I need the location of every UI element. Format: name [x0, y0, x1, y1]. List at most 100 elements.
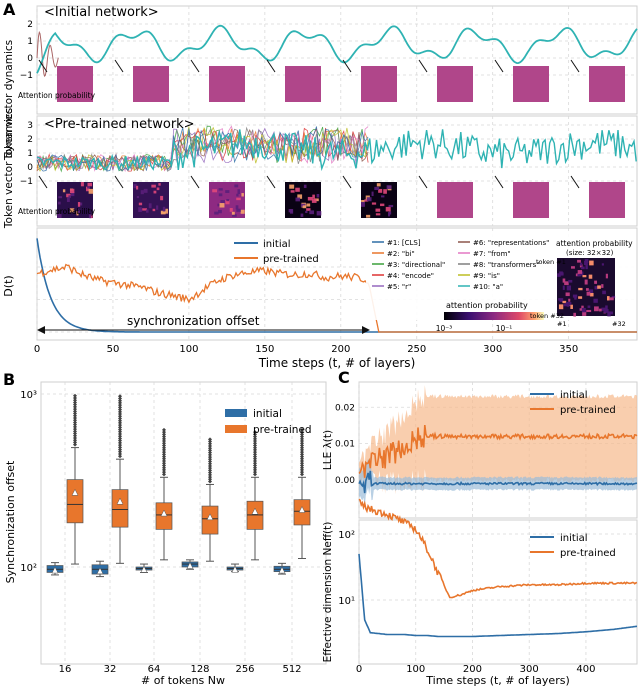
inset-heatmap: [557, 258, 616, 317]
box-pretrained-2-outlier: [162, 441, 166, 446]
panel-letter-c: C: [338, 368, 350, 387]
box-pretrained-5-outlier: [300, 443, 304, 448]
top-attn-arrow-5: [418, 59, 428, 73]
inset-cell-26: [565, 292, 570, 297]
box-pretrained-2-outlier: [162, 463, 166, 468]
mid-attn-cell-4-20: [383, 189, 387, 194]
c-xtick-0: 0: [356, 664, 362, 675]
mid-attn-cell-3-8: [295, 187, 300, 192]
mid-attn-cell-4-16: [386, 185, 392, 190]
inset-cell-36: [580, 262, 583, 266]
box-pretrained-3-outlier: [208, 461, 212, 466]
inset-cell-50: [573, 312, 577, 317]
top-ytick-2: 0: [27, 54, 33, 64]
box-pretrained-3-outlier: [208, 479, 212, 484]
box-pretrained-2-outlier: [162, 461, 166, 466]
mid-attn-cell-1-19: [143, 188, 148, 193]
box-pretrained-0-outlier: [73, 440, 77, 445]
box-pretrained-3-outlier: [208, 443, 212, 448]
mid-attn-cell-3-4: [295, 197, 300, 202]
box-xtick-4: 256: [235, 664, 254, 675]
dt-legend-pretrained: pre-trained: [263, 254, 319, 265]
token-legend-label-2: #3: "directional": [387, 261, 445, 269]
sync-arrow-left-head: [37, 326, 45, 334]
mid-attn-cell-3-2: [312, 194, 315, 199]
inset-cell-20: [601, 284, 604, 288]
box-pretrained-1-outlier: [118, 405, 122, 410]
box-pretrained-2-outlier: [162, 465, 166, 470]
inset-cell-11: [564, 281, 569, 286]
inset-cell-5: [570, 304, 573, 309]
inset-x32: #32: [612, 320, 626, 328]
box-pretrained-4-outlier: [253, 450, 257, 455]
inset-cell-0: [586, 309, 592, 313]
box-pretrained-1-outlier: [118, 423, 122, 428]
mid-attn-cell-0-12: [69, 188, 75, 194]
mid-attn-cell-3-7: [306, 208, 311, 211]
box-pretrained-0-mean: [71, 488, 79, 496]
dt-xticks: 0 50 100 150 200 250 300 350: [34, 344, 578, 355]
inset-cell-68: [582, 275, 587, 278]
mid-attn-cell-1-17: [145, 209, 149, 213]
token-legend-label-6: #7: "from": [473, 250, 511, 258]
box-xlabel: # of tokens Nw: [141, 674, 225, 687]
box-pretrained-4-outlier: [253, 445, 257, 450]
inset-cell-67: [609, 297, 614, 301]
box-pretrained-4-outlier: [253, 467, 257, 472]
mid-attn-square-6: [513, 182, 549, 218]
box-pretrained-5-outlier: [300, 436, 304, 441]
top-attention-squares: [38, 59, 625, 102]
inset-cell-69: [568, 279, 573, 283]
inset-cell-52: [585, 288, 589, 291]
colorbar: [444, 312, 544, 320]
lle-pretrained-band: [359, 385, 637, 495]
box-pretrained-4-outlier: [253, 443, 257, 448]
box-pretrained-4-mean: [251, 507, 259, 515]
box-pretrained-4-outlier: [253, 430, 257, 435]
c-xlabel: Time steps (t, # of layers): [425, 674, 569, 687]
box-ylabel: Synchronization offset: [4, 460, 17, 583]
top-attn-square-6: [513, 66, 549, 102]
box-pretrained-3-mean: [206, 513, 214, 521]
inset-cell-47: [584, 279, 588, 285]
box-pretrained-4-outlier: [253, 432, 257, 437]
sync-arrow-right-head: [362, 326, 370, 334]
c-xtick-3: 300: [520, 664, 539, 675]
neff-ytick-1: 10¹: [338, 596, 355, 607]
inset-cell-46: [605, 273, 608, 279]
mid-attn-cell-0-7: [58, 196, 63, 199]
top-attn-arrow-4: [342, 59, 352, 73]
box-pretrained-1-outlier: [118, 407, 122, 412]
box-pretrained-5-outlier: [300, 441, 304, 446]
box-pretrained-2-outlier: [162, 439, 166, 444]
box-pretrained-0-outlier: [73, 442, 77, 447]
c-xtick-1: 100: [406, 664, 425, 675]
box-pretrained-5-outlier: [300, 461, 304, 466]
mid-attn-cell-4-4: [381, 195, 385, 198]
neff-pretrained-line: [358, 498, 638, 599]
top-attn-arrow-6: [494, 59, 504, 73]
box-pretrained-4-outlier: [253, 459, 257, 464]
mid-attn-bg-5: [437, 182, 473, 218]
mid-attn-cell-2-19: [236, 193, 239, 197]
mid-attn-cell-4-8: [375, 213, 381, 216]
mid-attn-square-4: [361, 182, 397, 218]
inset-cell-39: [609, 311, 613, 315]
inset-cell-53: [605, 305, 608, 310]
box-pretrained-0-outlier: [73, 393, 77, 398]
box-legend-pretrained-swatch: [225, 425, 247, 433]
box-pretrained-1-outlier: [118, 443, 122, 448]
box-ytick-1: 10²: [20, 563, 37, 574]
box-pretrained-4-outlier: [253, 456, 257, 461]
mid-token-line-7: [36, 126, 369, 172]
box-pretrained-0-outlier: [73, 433, 77, 438]
inset-cell-8: [594, 286, 599, 290]
box-pretrained-2-outlier: [162, 447, 166, 452]
mid-attn-cell-1-9: [156, 205, 159, 210]
mid-attn-cell-0-17: [77, 209, 81, 214]
box-pretrained-2-outlier: [162, 450, 166, 455]
mid-attn-cell-3-16: [316, 211, 322, 216]
inset-cell-58: [582, 311, 587, 316]
box-pretrained-2-outlier: [162, 430, 166, 435]
box-xtick-0: 16: [59, 664, 72, 675]
